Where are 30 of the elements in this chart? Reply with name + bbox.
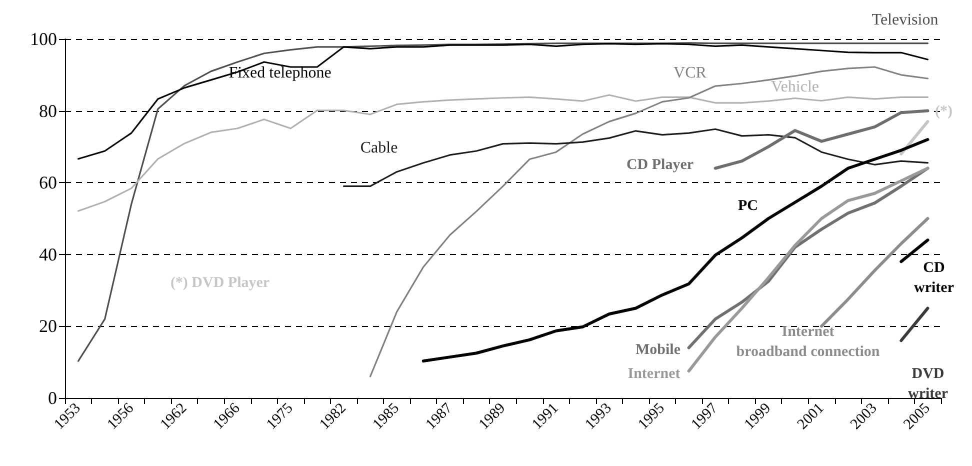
y-tick-label: 60 xyxy=(39,172,57,193)
text: (*) DVD Player xyxy=(170,275,270,291)
line-series xyxy=(714,109,930,170)
line-series xyxy=(77,94,929,212)
y-tick-label: 20 xyxy=(39,316,57,336)
x-tick-label: 1991 xyxy=(529,400,562,433)
x-tick-label: 1993 xyxy=(582,400,615,433)
x-tick-label: 1982 xyxy=(316,400,350,433)
series-label: Internet xyxy=(628,366,680,382)
x-tick-label: 2001 xyxy=(794,400,828,433)
annotation: (*) xyxy=(934,104,952,120)
line-series xyxy=(342,128,929,187)
series-label: PC xyxy=(738,198,758,214)
series-label: VCR xyxy=(674,64,707,82)
series-label: Fixed telephone xyxy=(228,64,332,82)
series-label: Cable xyxy=(360,140,398,156)
series-label: Internet broadband connection xyxy=(736,324,880,360)
y-tick-label: 40 xyxy=(39,244,57,264)
y-tick-label: 0 xyxy=(48,388,57,408)
y-tick-label: 100 xyxy=(30,29,57,49)
series-label: CD Player xyxy=(626,157,694,173)
x-tick-label: 1962 xyxy=(158,400,190,433)
series-label: Television xyxy=(872,12,938,28)
series-label: Vehicle xyxy=(771,78,819,96)
x-tick-label: 1999 xyxy=(742,400,774,433)
series-label: Mobile xyxy=(636,342,681,358)
x-tick-label: 1989 xyxy=(476,400,509,433)
series-label: DVD writer xyxy=(908,366,948,402)
y-tick-label: 80 xyxy=(39,100,57,121)
series-label: CD writer xyxy=(914,260,954,296)
